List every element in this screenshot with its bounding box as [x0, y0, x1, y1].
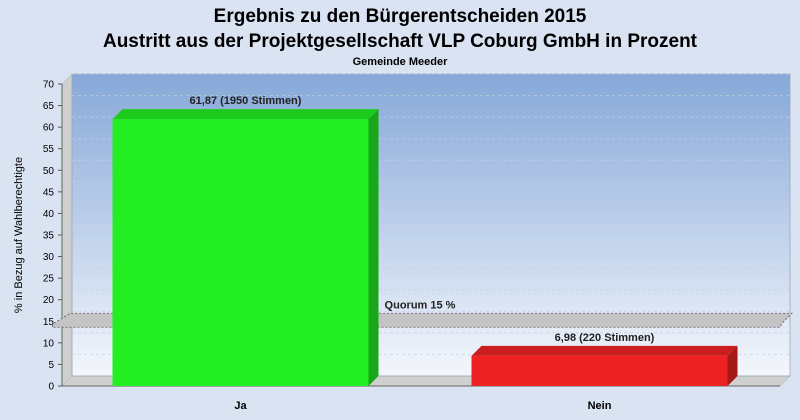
quorum-label: Quorum 15 %: [385, 299, 456, 311]
chart-title: Ergebnis zu den Bürgerentscheiden 2015: [214, 6, 587, 27]
bar-ja: 61,87 (1950 Stimmen): [112, 95, 379, 387]
y-tick-label: 30: [43, 252, 55, 263]
y-tick-label: 35: [43, 231, 55, 242]
y-tick-label: 15: [43, 317, 55, 328]
bar-front: [471, 355, 728, 386]
chart-subtitle: Gemeinde Meeder: [353, 56, 448, 68]
y-tick-label: 65: [43, 101, 55, 112]
y-tick-label: 60: [43, 123, 55, 134]
y-tick-label: 0: [48, 382, 54, 393]
y-tick-label: 25: [43, 274, 55, 285]
bar-front: [112, 119, 369, 387]
chart-title-line2: Austritt aus der Projektgesellschaft VLP…: [103, 31, 698, 52]
y-axis-label: % in Bezug auf Wahlberechtigte: [13, 157, 25, 313]
y-tick-label: 5: [48, 360, 54, 371]
bar-top: [112, 109, 379, 120]
bar-nein: 6,98 (220 Stimmen): [471, 332, 738, 386]
y-axis: 0 5 10 15 20 25 30 35 40 45 50 55 60 65 70: [43, 80, 780, 393]
bars: 61,87 (1950 Stimmen) 6,98 (220 Stimmen): [112, 95, 738, 387]
bar-top: [471, 345, 738, 356]
y-tick-label: 10: [43, 338, 55, 349]
y-tick-label: 45: [43, 187, 55, 198]
bar-side: [368, 109, 379, 387]
y-tick-label: 40: [43, 209, 55, 220]
y-tick-label: 70: [43, 80, 55, 91]
data-label: 61,87 (1950 Stimmen): [190, 95, 302, 107]
data-label: 6,98 (220 Stimmen): [555, 332, 655, 344]
x-tick-label: Nein: [588, 400, 612, 412]
y-tick-label: 55: [43, 144, 55, 155]
y-tick-label: 20: [43, 295, 55, 306]
x-tick-label: Ja: [234, 400, 247, 412]
x-axis-labels: Ja Nein: [234, 400, 611, 412]
y-tick-label: 50: [43, 166, 55, 177]
plot-left-wall: [61, 73, 73, 387]
bar-side: [727, 345, 738, 386]
